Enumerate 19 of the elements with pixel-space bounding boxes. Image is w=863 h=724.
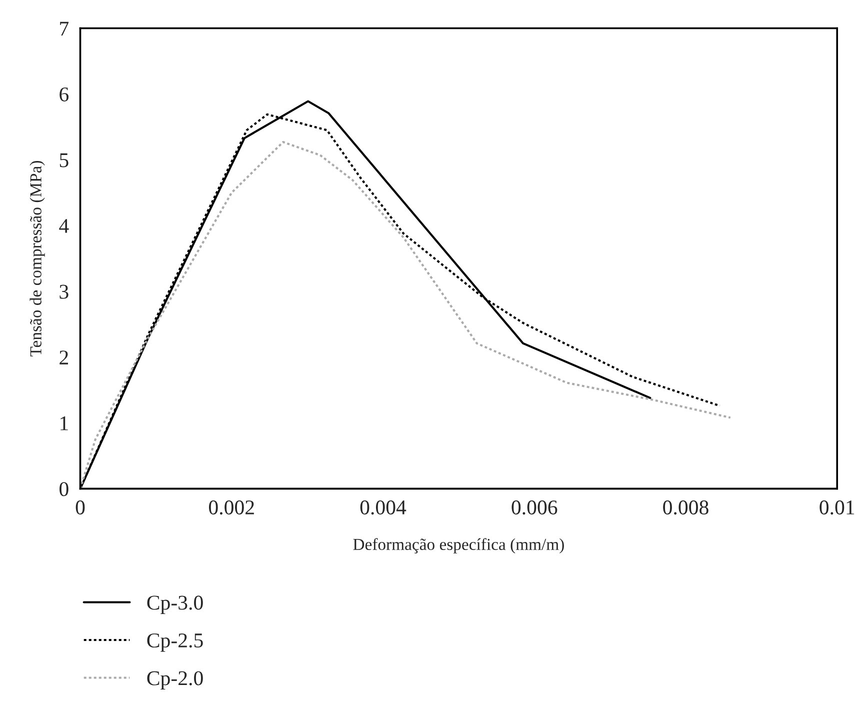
x-tick-label: 0.006 bbox=[512, 500, 558, 515]
y-tick-label: 6 bbox=[60, 87, 69, 102]
y-tick-label: 0 bbox=[60, 482, 68, 496]
y-tick-label: 2 bbox=[60, 350, 68, 364]
y-tick-label: 4 bbox=[59, 219, 69, 233]
legend-label: Cp-3.0 bbox=[147, 596, 203, 614]
x-tick-label: 0.002 bbox=[208, 500, 254, 515]
x-axis-title: Deformação específica (mm/m) bbox=[353, 538, 564, 554]
y-tick-label: 5 bbox=[60, 153, 68, 168]
x-tick-label: 0 bbox=[76, 500, 85, 514]
x-tick-label: 0.008 bbox=[663, 500, 708, 515]
legend-label: Cp-2.5 bbox=[147, 633, 203, 652]
x-tick-label: 0.004 bbox=[360, 500, 406, 515]
y-tick-label: 3 bbox=[60, 284, 68, 299]
legend-label: Cp-2.0 bbox=[147, 671, 203, 690]
y-tick-label: 1 bbox=[60, 416, 68, 430]
y-tick-label: 7 bbox=[60, 22, 69, 36]
x-tick-label: 0.01 bbox=[820, 500, 854, 515]
y-axis-title: Tensão de compressão (MPa) bbox=[30, 160, 45, 356]
